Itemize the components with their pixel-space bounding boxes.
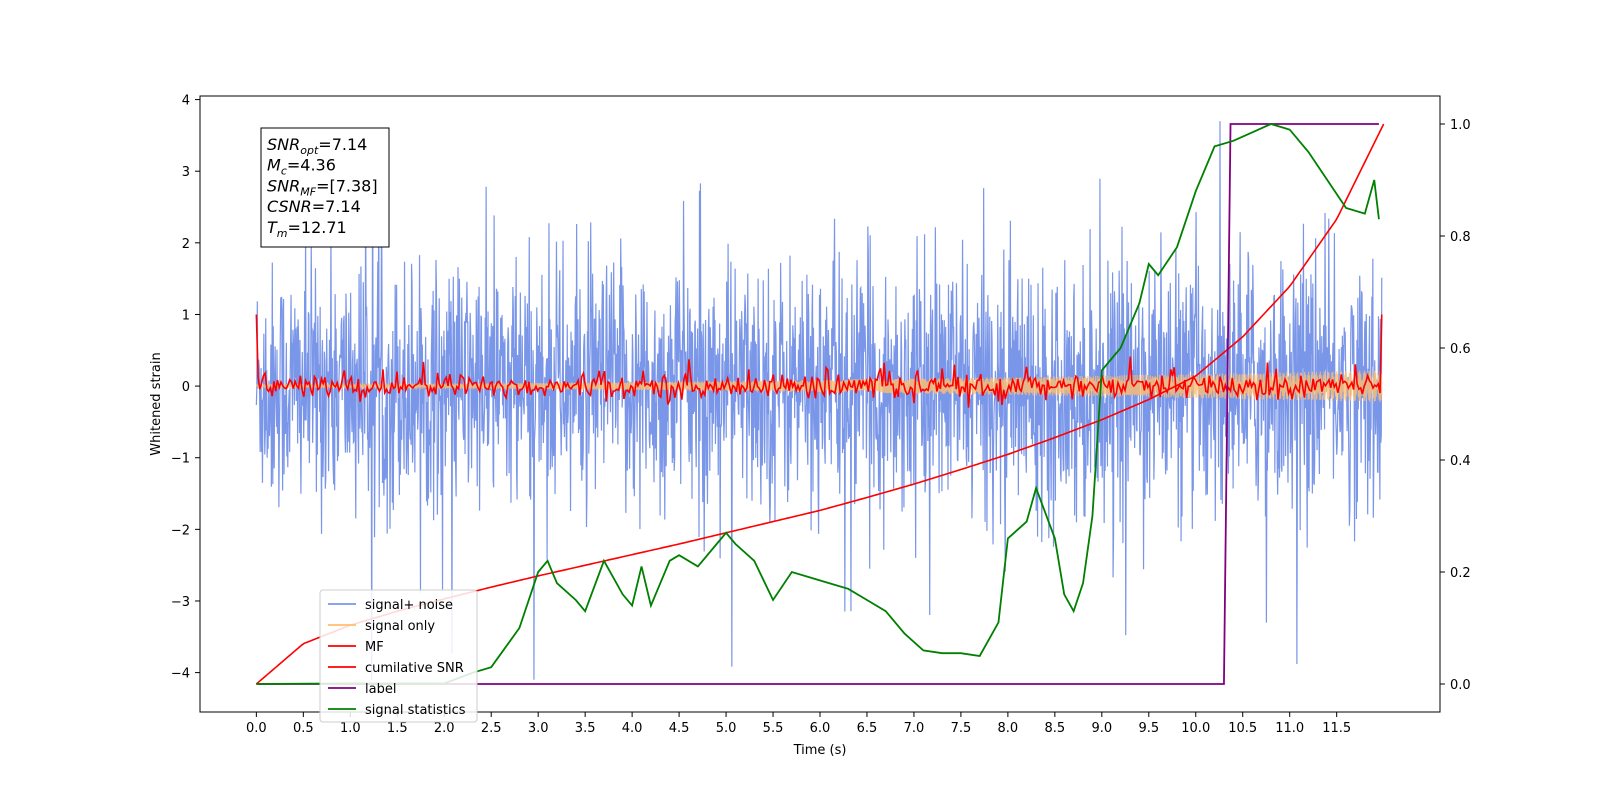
- y-axis-right: 1.0 0.8 0.6 0.4 0.2 0.0: [1440, 118, 1471, 693]
- legend-label: signal only: [365, 619, 435, 634]
- y2-tick-label: 0.8: [1450, 230, 1471, 245]
- series-signal-statistics: [256, 123, 1380, 685]
- y-tick-label: 3: [182, 165, 190, 180]
- legend-label: signal+ noise: [365, 598, 453, 613]
- legend-label: MF: [365, 640, 384, 655]
- stats-annotation-frame: [260, 127, 390, 248]
- x-tick-label: 9.5: [1138, 721, 1159, 736]
- annotation-line: Tm=12.71: [267, 218, 347, 240]
- y-axis-left: 4 3 2 1 0 −1 −2 −3 −4: [171, 94, 200, 682]
- y-tick-label: 2: [182, 237, 190, 252]
- x-tick-label: 8.0: [998, 721, 1019, 736]
- x-tick-label: 10.5: [1228, 721, 1257, 736]
- series-mf: [255, 314, 1383, 408]
- x-tick-label: 11.5: [1322, 721, 1351, 736]
- x-tick-label: 11.0: [1275, 721, 1304, 736]
- x-tick-label: 10.0: [1181, 721, 1210, 736]
- y-tick-label: −2: [171, 523, 190, 538]
- y-axis-title: Whitened strain: [149, 352, 164, 455]
- y2-tick-label: 0.0: [1450, 678, 1471, 693]
- y-tick-label: 4: [182, 94, 190, 109]
- x-tick-label: 0.5: [293, 721, 314, 736]
- x-tick-label: 5.5: [763, 721, 784, 736]
- x-tick-label: 1.5: [387, 721, 408, 736]
- x-tick-label: 2.5: [481, 721, 502, 736]
- y-tick-label: −1: [171, 452, 190, 467]
- x-tick-label: 2.0: [434, 721, 455, 736]
- x-tick-label: 6.5: [857, 721, 878, 736]
- x-tick-label: 0.0: [246, 721, 267, 736]
- x-tick-label: 9.0: [1091, 721, 1112, 736]
- y-tick-label: 1: [182, 308, 190, 323]
- y2-tick-label: 0.2: [1450, 566, 1471, 581]
- x-tick-label: 1.0: [340, 721, 361, 736]
- x-tick-label: 7.5: [951, 721, 972, 736]
- series-signal-only: [255, 370, 1383, 402]
- legend-label: label: [365, 682, 396, 697]
- y2-tick-label: 1.0: [1450, 118, 1471, 133]
- x-tick-label: 3.5: [575, 721, 596, 736]
- x-axis: 0.0 0.5 1.0 1.5 2.0 2.5 3.0 3.5 4.0 4.5 5.0 5.5 6.0 6…: [246, 712, 1351, 736]
- legend-label: signal statistics: [365, 703, 466, 718]
- x-tick-label: 8.5: [1045, 721, 1066, 736]
- x-tick-label: 5.0: [716, 721, 737, 736]
- x-tick-label: 4.5: [669, 721, 690, 736]
- y2-tick-label: 0.4: [1450, 454, 1471, 469]
- legend: signal+ noise signal only MF cumilative SNR…: [319, 589, 478, 723]
- annotation-line: SNRMF=[7.38]: [267, 176, 378, 198]
- x-tick-label: 4.0: [622, 721, 643, 736]
- legend-label: cumilative SNR: [365, 661, 464, 676]
- y-tick-label: 0: [182, 380, 190, 395]
- legend-frame: [319, 589, 478, 723]
- annotation-line: CSNR=7.14: [267, 197, 361, 216]
- y-tick-label: −4: [171, 667, 190, 682]
- x-axis-title: Time (s): [793, 743, 847, 758]
- x-tick-label: 6.0: [810, 721, 831, 736]
- x-tick-label: 3.0: [528, 721, 549, 736]
- annotation-line: Mc=4.36: [267, 156, 336, 178]
- y-tick-label: −3: [171, 595, 190, 610]
- annotation-line: SNRopt=7.14: [267, 135, 367, 157]
- x-tick-label: 7.0: [904, 721, 925, 736]
- series-label: [256, 123, 1379, 685]
- y2-tick-label: 0.6: [1450, 342, 1471, 357]
- series-signal-noise: [255, 121, 1383, 680]
